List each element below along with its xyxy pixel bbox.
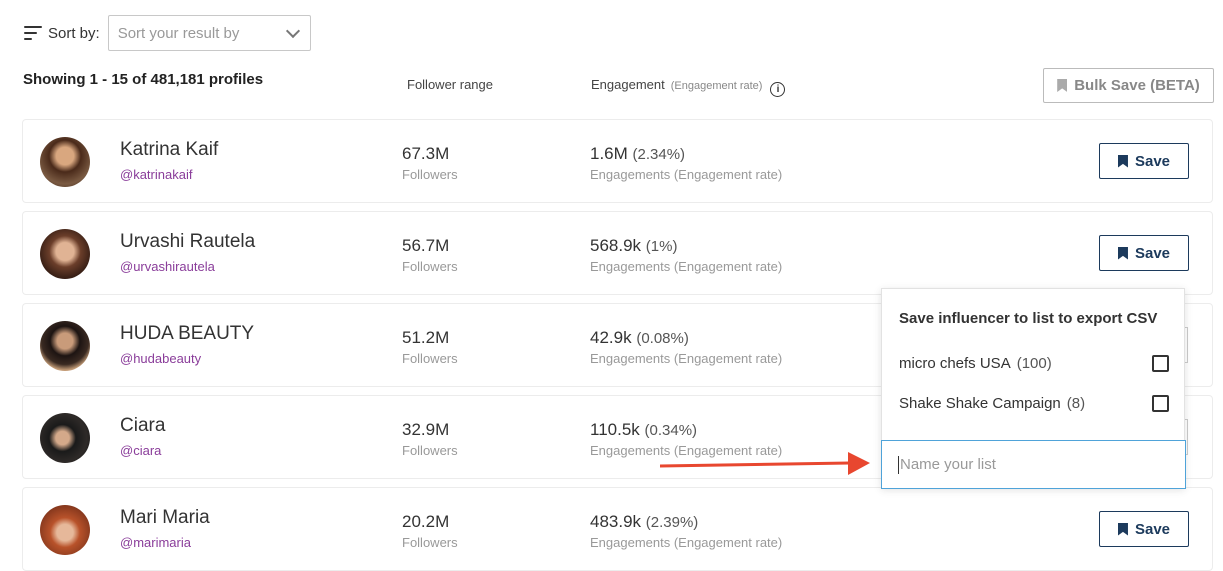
- engagement-count: 483.9k: [590, 512, 642, 531]
- engagement-label: Engagements (Engagement rate): [590, 167, 783, 182]
- save-label: Save: [1134, 244, 1171, 262]
- avatar: [40, 505, 90, 555]
- engagement-rate: (1%): [645, 238, 678, 255]
- engagement-header: Engagement (Engagement rate) i: [591, 77, 786, 97]
- engagement-count: 1.6M: [590, 144, 628, 163]
- follower-label: Followers: [402, 443, 458, 458]
- list-count: (100): [1016, 355, 1052, 372]
- engagement-label: Engagements (Engagement rate): [590, 443, 783, 458]
- sort-bar: Sort by: Sort your result by: [24, 15, 311, 51]
- follower-label: Followers: [402, 259, 458, 274]
- save-button[interactable]: Save: [1099, 235, 1189, 271]
- influencer-name[interactable]: Urvashi Rautela: [120, 231, 256, 252]
- avatar: [40, 137, 90, 187]
- engagement-header-sub: (Engagement rate): [670, 80, 763, 92]
- follower-count: 51.2M: [402, 328, 450, 347]
- list-option-label: Shake Shake Campaign (8): [899, 395, 1085, 412]
- list-name: Shake Shake Campaign: [899, 395, 1061, 412]
- influencer-handle[interactable]: @katrinakaif: [120, 167, 193, 182]
- engagement-count: 42.9k: [590, 328, 632, 347]
- engagement-label: Engagements (Engagement rate): [590, 259, 783, 274]
- bulk-save-label: Bulk Save (BETA): [1074, 77, 1200, 94]
- sort-select-placeholder: Sort your result by: [117, 24, 240, 42]
- follower-count: 67.3M: [402, 144, 450, 163]
- save-label: Save: [1134, 520, 1171, 538]
- list-checkbox[interactable]: [1152, 395, 1169, 412]
- avatar: [40, 413, 90, 463]
- influencer-row[interactable]: Urvashi Rautela @urvashirautela 56.7M Fo…: [22, 211, 1213, 295]
- sort-icon: [24, 26, 42, 40]
- results-count: Showing 1 - 15 of 481,181 profiles: [23, 71, 264, 88]
- bookmark-icon: [1117, 246, 1128, 260]
- influencer-name[interactable]: Ciara: [120, 415, 166, 436]
- save-label: Save: [1134, 152, 1171, 170]
- sort-select[interactable]: Sort your result by: [107, 15, 311, 51]
- annotation-arrow: [660, 452, 870, 475]
- save-button[interactable]: Save: [1099, 511, 1189, 547]
- bookmark-icon: [1117, 522, 1128, 536]
- engagement-value: 483.9k (2.39%): [590, 512, 698, 532]
- engagement-label: Engagements (Engagement rate): [590, 535, 783, 550]
- save-to-list-popup: Save influencer to list to export CSV mi…: [881, 288, 1186, 489]
- influencer-row[interactable]: Katrina Kaif @katrinakaif 67.3M Follower…: [22, 119, 1213, 203]
- avatar: [40, 321, 90, 371]
- engagement-value: 42.9k (0.08%): [590, 328, 689, 348]
- save-button-edge: [1183, 327, 1188, 363]
- engagement-rate: (2.39%): [645, 514, 699, 531]
- info-icon[interactable]: i: [770, 82, 786, 97]
- engagement-count: 110.5k: [590, 420, 640, 439]
- follower-count: 20.2M: [402, 512, 450, 531]
- influencer-row[interactable]: Mari Maria @marimaria 20.2M Followers 48…: [22, 487, 1213, 571]
- influencer-handle[interactable]: @hudabeauty: [120, 351, 202, 366]
- influencer-handle[interactable]: @urvashirautela: [120, 259, 215, 274]
- follower-count: 32.9M: [402, 420, 450, 439]
- engagement-value: 1.6M (2.34%): [590, 144, 685, 164]
- engagement-rate: (2.34%): [632, 146, 686, 163]
- new-list-name-input[interactable]: Name your list: [881, 440, 1186, 489]
- follower-label: Followers: [402, 167, 458, 182]
- influencer-name[interactable]: HUDA BEAUTY: [120, 323, 255, 344]
- list-option-label: micro chefs USA (100): [899, 355, 1052, 372]
- list-option[interactable]: micro chefs USA (100): [899, 355, 1169, 372]
- engagement-value: 110.5k (0.34%): [590, 420, 697, 440]
- engagement-rate: (0.34%): [644, 422, 698, 439]
- list-name: micro chefs USA: [899, 355, 1011, 372]
- follower-label: Followers: [402, 535, 458, 550]
- engagement-label: Engagements (Engagement rate): [590, 351, 783, 366]
- text-caret: [898, 455, 899, 474]
- engagement-header-label: Engagement: [591, 77, 665, 92]
- influencer-name[interactable]: Mari Maria: [120, 507, 210, 528]
- bulk-save-button[interactable]: Bulk Save (BETA): [1043, 68, 1214, 103]
- influencer-name[interactable]: Katrina Kaif: [120, 139, 219, 160]
- list-option[interactable]: Shake Shake Campaign (8): [899, 395, 1169, 412]
- popup-title: Save influencer to list to export CSV: [899, 310, 1158, 327]
- engagement-count: 568.9k: [590, 236, 642, 255]
- influencer-handle[interactable]: @ciara: [120, 443, 162, 458]
- list-checkbox[interactable]: [1152, 355, 1169, 372]
- engagement-value: 568.9k (1%): [590, 236, 677, 256]
- new-list-placeholder: Name your list: [900, 456, 996, 473]
- save-button[interactable]: Save: [1099, 143, 1189, 179]
- follower-count: 56.7M: [402, 236, 450, 255]
- sort-label: Sort by:: [48, 24, 100, 42]
- bookmark-icon: [1057, 79, 1068, 92]
- avatar: [40, 229, 90, 279]
- chevron-down-icon: [285, 23, 300, 38]
- follower-label: Followers: [402, 351, 458, 366]
- follower-range-header: Follower range: [407, 77, 493, 92]
- bookmark-icon: [1117, 154, 1128, 168]
- engagement-rate: (0.08%): [636, 330, 689, 347]
- list-count: (8): [1066, 395, 1086, 412]
- influencer-handle[interactable]: @marimaria: [120, 535, 191, 550]
